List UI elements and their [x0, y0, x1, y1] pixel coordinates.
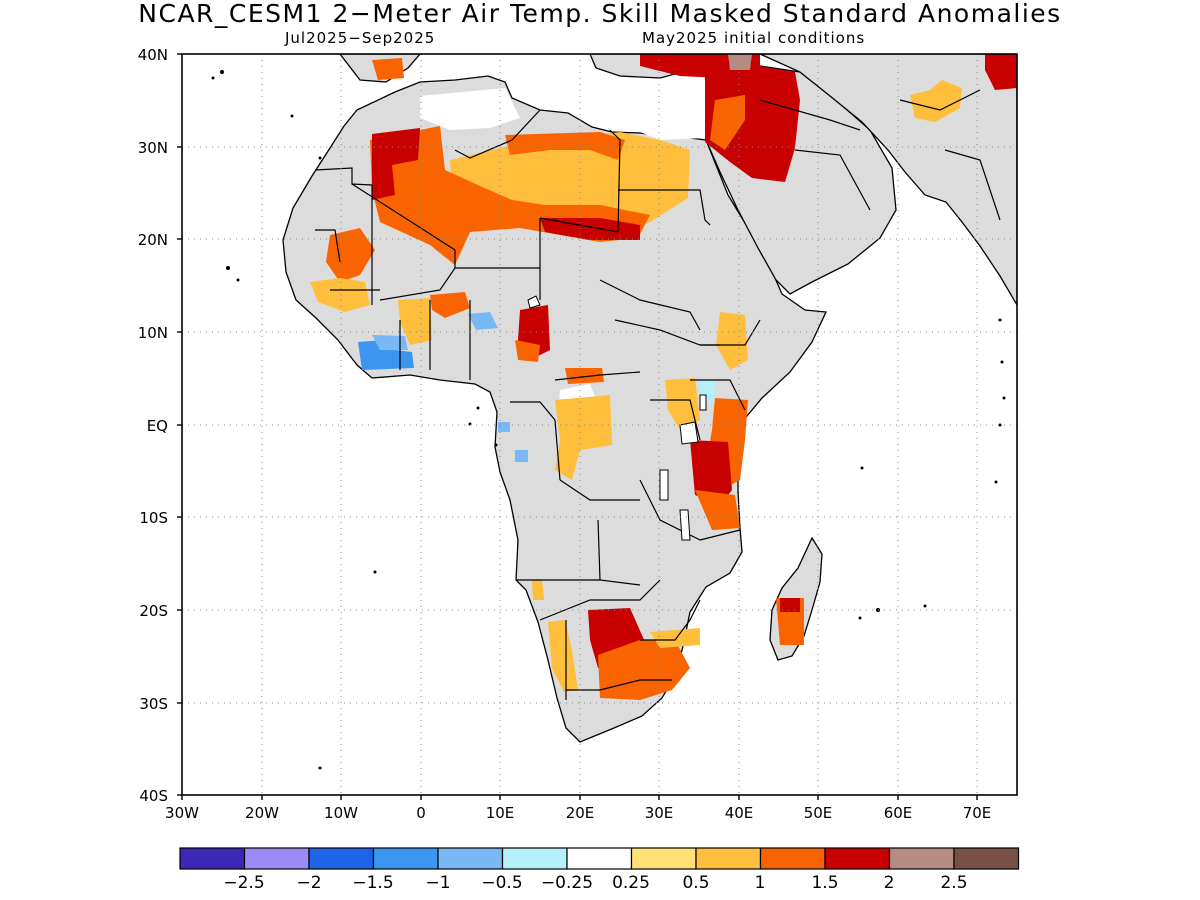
- colorbar-swatch: [759, 847, 826, 870]
- lon-label-40e: 40E: [725, 804, 754, 822]
- lon-label-30e: 30E: [645, 804, 674, 822]
- land-asia: [759, 54, 1017, 307]
- anomaly-senegal: [310, 278, 370, 312]
- map-content: [182, 54, 1017, 795]
- lon-label-20w: 20W: [245, 804, 279, 822]
- colorbar-label: 0.25: [612, 873, 650, 893]
- initial-conditions: May2025 initial conditions: [642, 29, 866, 47]
- anomaly-mozambique-yellow: [650, 628, 700, 648]
- anomaly-tanzania-orange: [695, 490, 740, 530]
- colorbar-swatch: [953, 847, 1020, 870]
- colorbar-swatch: [437, 847, 504, 870]
- anomaly-libya-orange: [505, 132, 625, 160]
- anomaly-mauritania: [326, 228, 375, 282]
- lat-label-30n: 30N: [138, 139, 168, 157]
- anomaly-car-orange: [565, 368, 604, 384]
- colorbar-label: 1: [755, 873, 766, 893]
- islands: [211, 70, 1006, 770]
- lon-label-60e: 60E: [884, 804, 913, 822]
- colorbar-swatch: [888, 847, 955, 870]
- lat-label-40n: 40N: [138, 46, 168, 64]
- lat-labels: 40N 30N 20N 10N EQ 10S 20S 30S 40S: [138, 46, 168, 805]
- colorbar-label: 1.5: [811, 873, 838, 893]
- lon-label-10e: 10E: [486, 804, 515, 822]
- lat-label-10s: 10S: [139, 509, 168, 527]
- anomaly-ivory-coast-lightblue: [372, 335, 408, 350]
- lon-axis: [181, 795, 978, 800]
- colorbar-label: −0.5: [481, 873, 522, 893]
- anomaly-congo-yellow: [555, 395, 612, 480]
- lat-label-30s: 30S: [139, 695, 168, 713]
- lon-labels: 30W 20W 10W 0 10E 20E 30E 40E 50E 60E 70…: [165, 804, 991, 822]
- lat-label-20n: 20N: [138, 231, 168, 249]
- anomaly-angola-coast: [532, 580, 544, 600]
- anomaly-sudan-yellow: [716, 312, 748, 370]
- colorbar-swatch: [695, 847, 762, 870]
- anomaly-iran-east: [910, 80, 962, 122]
- lon-label-20e: 20E: [566, 804, 595, 822]
- colorbar-label: −1: [425, 873, 450, 893]
- lat-label-10n: 10N: [138, 324, 168, 342]
- normal-region-egypt: [640, 110, 705, 140]
- colorbar-label: −2.5: [223, 873, 264, 893]
- anomaly-mali-south: [398, 298, 432, 345]
- lon-label-70e: 70E: [963, 804, 992, 822]
- lon-label-0: 0: [416, 804, 426, 822]
- colorbar-swatch: [372, 847, 439, 870]
- lon-label-10w: 10W: [324, 804, 358, 822]
- normal-region-sahara-north: [420, 88, 520, 130]
- anomaly-spain: [372, 58, 404, 80]
- colorbar: [179, 847, 1020, 870]
- lakes: [527, 295, 707, 541]
- colorbar-label: −1.5: [352, 873, 393, 893]
- anomaly-congo-coast-blue: [515, 450, 528, 462]
- anomaly-nigeria-orange: [430, 292, 470, 318]
- colorbar-swatch: [566, 847, 633, 870]
- country-borders: [314, 89, 1001, 700]
- colorbar-labels: −2.5 −2 −1.5 −1 −0.5 −0.25 0.25 0.5 1 1.…: [223, 873, 967, 893]
- colorbar-swatch: [179, 847, 246, 870]
- colorbar-swatch: [630, 847, 697, 870]
- anomaly-caspian: [985, 54, 1017, 90]
- lat-label-40s: 40S: [139, 787, 168, 805]
- anomaly-cameroon-orange: [515, 340, 540, 362]
- colorbar-label: 2: [884, 873, 895, 893]
- lat-label-20s: 20S: [139, 602, 168, 620]
- anomaly-algeria-red: [372, 128, 420, 200]
- anomaly-chad-red: [540, 218, 640, 240]
- anomaly-levant-brown: [728, 54, 752, 70]
- anomaly-gabon-blue: [498, 422, 510, 432]
- colorbar-swatch: [308, 847, 375, 870]
- colorbar-swatch: [824, 847, 891, 870]
- colorbar-label: −2: [296, 873, 321, 893]
- colorbar-label: 0.5: [682, 873, 709, 893]
- anomaly-nigeria-lightblue: [468, 312, 498, 330]
- colorbar-swatch: [243, 847, 310, 870]
- anomaly-ethiopia-yellow: [665, 378, 700, 430]
- colorbar-label: −0.25: [541, 873, 593, 893]
- forecast-period: Jul2025−Sep2025: [285, 29, 436, 47]
- anomaly-egypt-red: [705, 66, 800, 182]
- map-title: NCAR_CESM1 2−Meter Air Temp. Skill Maske…: [138, 0, 1062, 28]
- lon-label-50e: 50E: [804, 804, 833, 822]
- colorbar-label: 2.5: [940, 873, 967, 893]
- lat-axis: [177, 53, 182, 796]
- anomaly-namibia-yellow: [548, 620, 578, 692]
- anomaly-tanzania-red: [690, 440, 732, 505]
- lon-label-30w: 30W: [165, 804, 199, 822]
- anomaly-madagascar-red: [780, 598, 800, 612]
- lat-label-eq: EQ: [147, 417, 168, 435]
- anomaly-egypt-orange: [710, 95, 745, 150]
- colorbar-swatch: [501, 847, 568, 870]
